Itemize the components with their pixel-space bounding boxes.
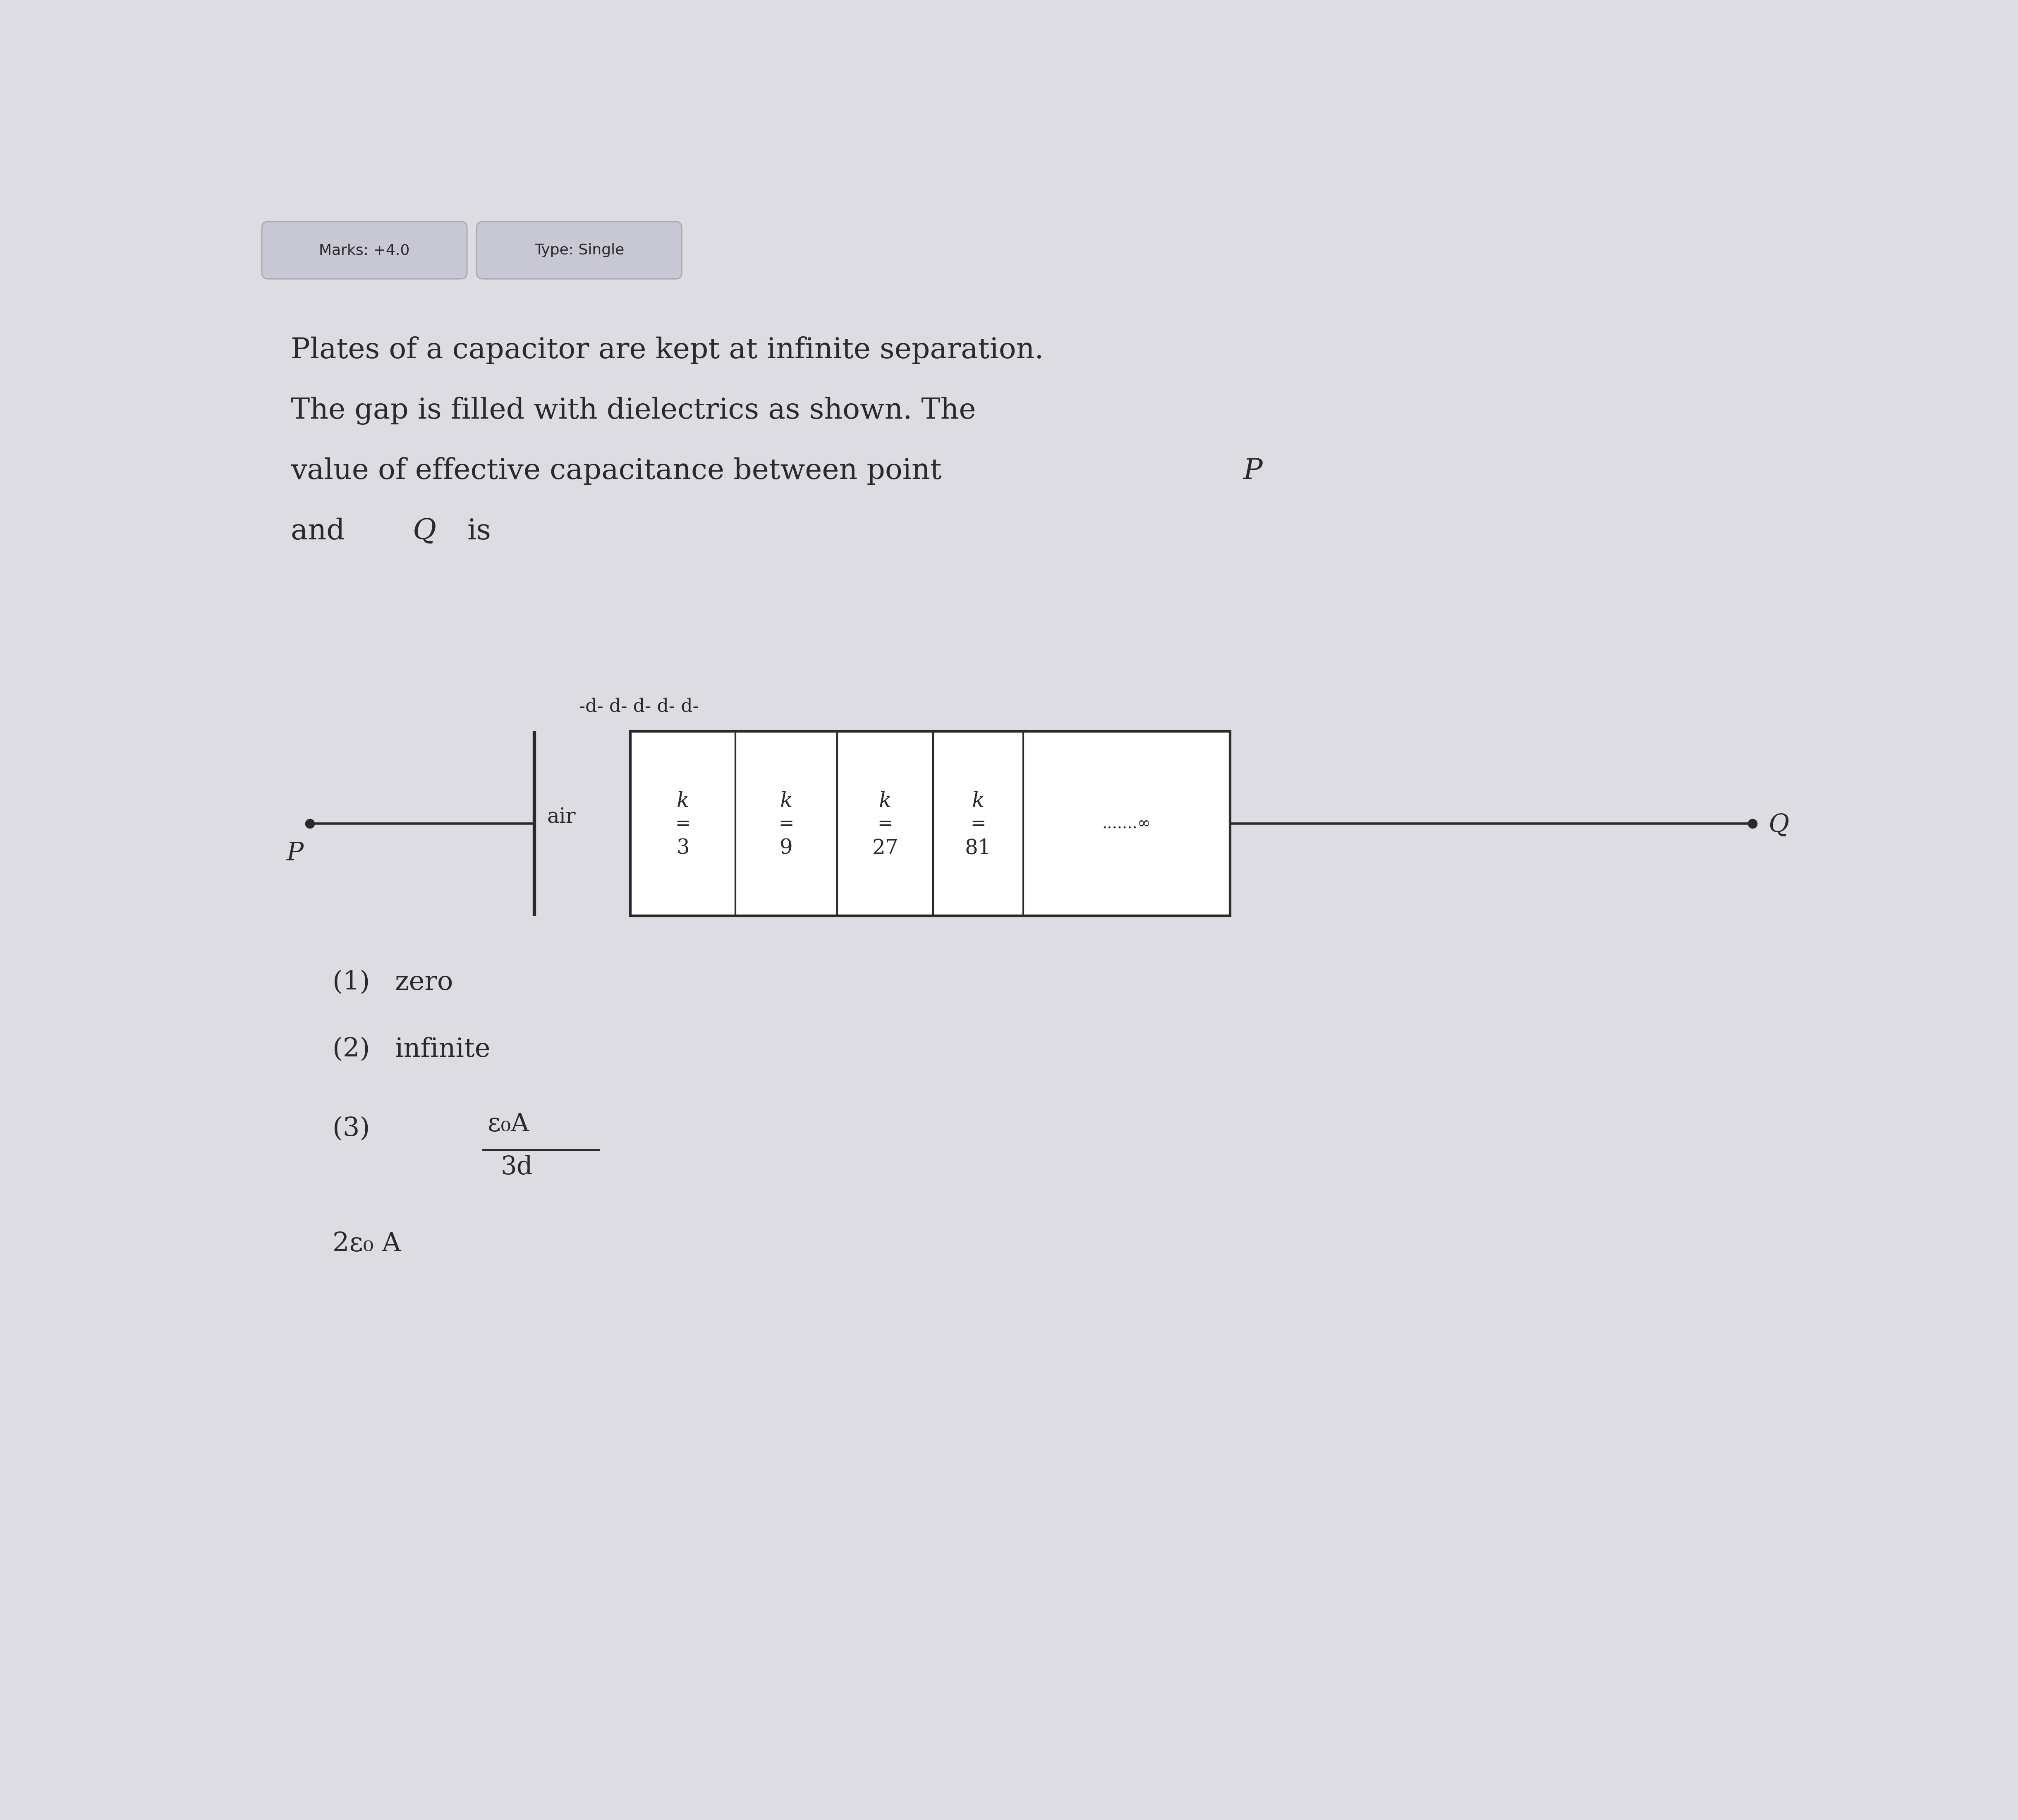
Text: k: k xyxy=(880,792,892,812)
Text: Q: Q xyxy=(412,519,436,546)
Text: Type: Single: Type: Single xyxy=(535,244,624,257)
Bar xyxy=(630,732,1229,915)
Text: air: air xyxy=(547,806,575,828)
Text: =: = xyxy=(779,815,793,834)
Text: (2)   infinite: (2) infinite xyxy=(333,1037,490,1063)
Text: k: k xyxy=(973,792,985,812)
Text: value of effective capacitance between point: value of effective capacitance between p… xyxy=(291,457,950,484)
Text: .......∞: .......∞ xyxy=(1102,815,1150,832)
Text: (1)   zero: (1) zero xyxy=(333,970,452,996)
FancyBboxPatch shape xyxy=(476,222,682,278)
Text: P: P xyxy=(287,841,303,866)
Text: 81: 81 xyxy=(965,839,991,859)
Text: Marks: +4.0: Marks: +4.0 xyxy=(319,244,410,257)
Text: Plates of a capacitor are kept at infinite separation.: Plates of a capacitor are kept at infini… xyxy=(291,337,1043,364)
Text: Q: Q xyxy=(1768,814,1790,837)
Text: -d- d- d- d- d-: -d- d- d- d- d- xyxy=(579,697,698,715)
FancyBboxPatch shape xyxy=(262,222,466,278)
Text: 27: 27 xyxy=(872,839,898,859)
Text: 9: 9 xyxy=(779,839,793,859)
Text: is: is xyxy=(466,519,490,546)
Text: =: = xyxy=(676,815,690,834)
Text: =: = xyxy=(971,815,987,834)
Text: and: and xyxy=(291,519,353,546)
Text: (3): (3) xyxy=(333,1117,369,1141)
Text: =: = xyxy=(878,815,894,834)
Text: ε₀A: ε₀A xyxy=(488,1112,529,1138)
Text: 3: 3 xyxy=(676,839,690,859)
Text: k: k xyxy=(676,792,690,812)
Text: 3d: 3d xyxy=(500,1156,533,1179)
Text: The gap is filled with dielectrics as shown. The: The gap is filled with dielectrics as sh… xyxy=(291,397,977,424)
Text: 2ε₀ A: 2ε₀ A xyxy=(333,1232,402,1256)
Text: P: P xyxy=(1243,457,1261,484)
Text: k: k xyxy=(781,792,793,812)
